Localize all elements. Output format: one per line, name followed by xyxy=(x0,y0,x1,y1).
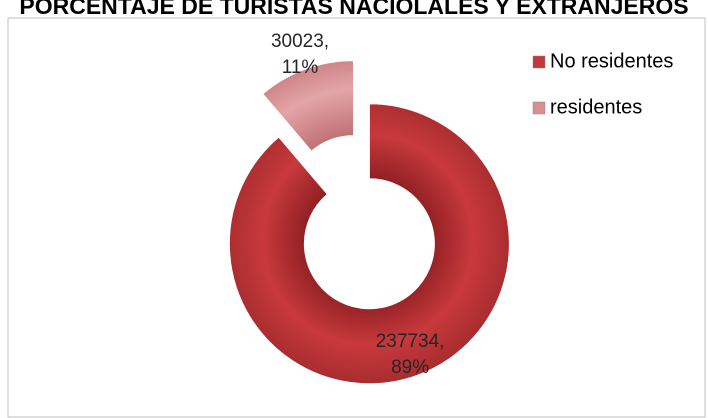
legend-label: No residentes xyxy=(550,50,673,72)
chart-title: PORCENTAJE DE TURISTAS NACIOLALES Y EXTR… xyxy=(19,0,688,19)
doughnut-slice xyxy=(262,60,355,152)
legend-swatch xyxy=(532,101,546,115)
legend-swatch xyxy=(532,55,546,69)
chart-border xyxy=(7,17,706,418)
doughnut-slice xyxy=(228,103,510,385)
data-label: 30023, 11% xyxy=(270,31,330,79)
data-label: 237734, 89% xyxy=(375,330,445,378)
legend-label: residentes xyxy=(550,96,642,118)
